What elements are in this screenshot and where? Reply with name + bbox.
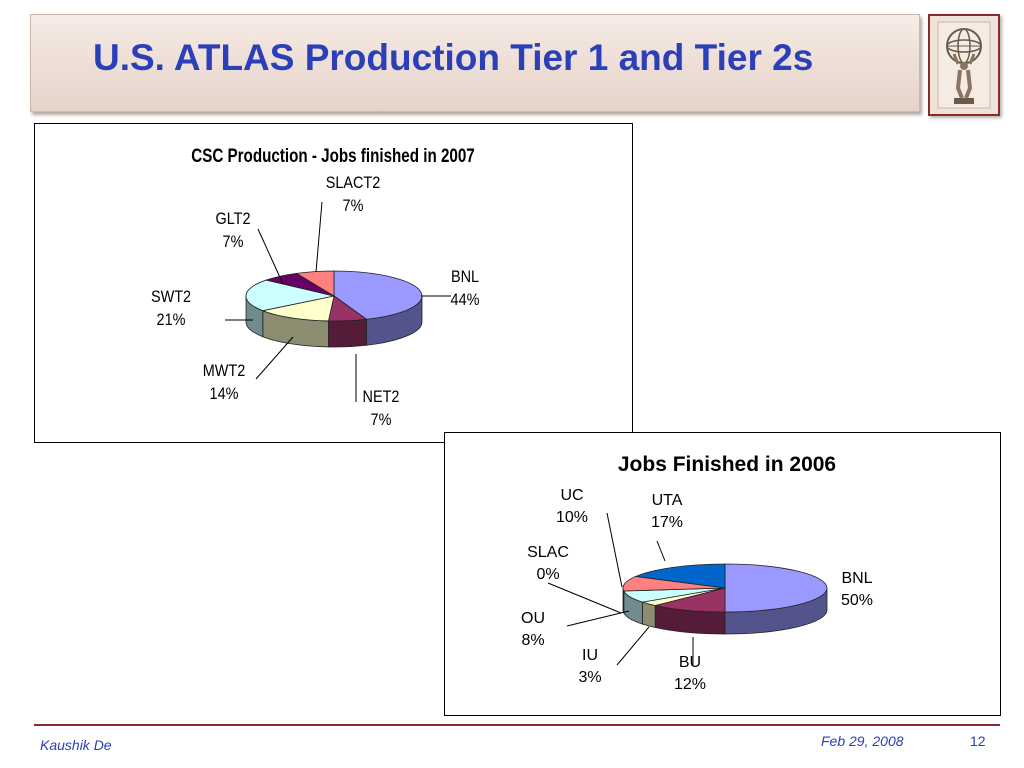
leader-line-mwt2 (255, 336, 294, 380)
slice-value-glt2: 7% (223, 233, 244, 251)
slice-label-slact2: SLACT2 (326, 174, 381, 192)
title-bar: U.S. ATLAS Production Tier 1 and Tier 2s (30, 14, 920, 112)
slice-value-swt2: 21% (157, 311, 186, 329)
slice-label-uc: UC (560, 487, 583, 504)
page-number: 12 (970, 733, 986, 749)
slice-value-bu: 12% (674, 676, 706, 693)
chart-panel-2007: CSC Production - Jobs finished in 2007 BN… (34, 123, 633, 443)
atlas-logo (928, 14, 1000, 116)
slice-value-ou: 8% (521, 632, 544, 649)
leader-line-slac (547, 582, 622, 614)
footer-date: Feb 29, 2008 (821, 733, 904, 749)
slice-label-slac: SLAC (527, 544, 569, 561)
leader-line-glt2 (257, 228, 284, 285)
slice-value-iu: 3% (578, 669, 601, 686)
slice-value-bnl: 44% (451, 291, 480, 309)
slice-label-swt2: SWT2 (151, 288, 191, 306)
slice-label-ou: OU (521, 610, 545, 627)
pie-slice-side-net2 (328, 318, 367, 348)
slice-value-net2: 7% (371, 411, 392, 429)
slide-title: U.S. ATLAS Production Tier 1 and Tier 2s (93, 37, 814, 78)
footer-author: Kaushik De (40, 737, 112, 753)
slice-label-iu: IU (582, 647, 598, 664)
slice-value-slact2: 7% (343, 197, 364, 215)
leader-line-iu (616, 626, 650, 666)
slice-label-bnl: BNL (841, 570, 872, 587)
slice-value-mwt2: 14% (210, 385, 239, 403)
pie-slice-bnl (333, 270, 423, 320)
atlas-figure-icon (937, 21, 991, 109)
slice-label-bnl: BNL (451, 268, 479, 286)
slice-value-bnl: 50% (841, 592, 873, 609)
slice-label-net2: NET2 (363, 388, 400, 406)
chart-title: Jobs Finished in 2006 (618, 453, 836, 476)
pie-slice-uta (634, 563, 726, 589)
pie-slice-slact2 (295, 270, 335, 297)
slice-value-uc: 10% (556, 509, 588, 526)
slice-label-mwt2: MWT2 (203, 362, 246, 380)
leader-line-uta (656, 540, 666, 562)
leader-line-ou (566, 610, 630, 627)
pie-chart-2007: CSC Production - Jobs finished in 2007 BN… (151, 144, 480, 429)
pie-slice-side-iu (642, 601, 656, 628)
chart-title: CSC Production - Jobs finished in 2007 (191, 144, 474, 166)
footer-divider (34, 724, 1000, 726)
leader-line-uc (606, 512, 623, 588)
slice-value-slac: 0% (536, 566, 559, 583)
pie-slice-bu (655, 587, 726, 613)
chart-panel-2006: Jobs Finished in 2006 BNL 50% BU 12% IU 3% OU 8%… (444, 432, 1001, 716)
pie-slice-side-uc (622, 587, 625, 614)
slice-label-uta: UTA (652, 492, 683, 509)
slice-label-bu: BU (679, 654, 701, 671)
pie-chart-2006: Jobs Finished in 2006 BNL 50% BU 12% IU 3% OU 8%… (521, 453, 873, 693)
slice-label-glt2: GLT2 (215, 210, 250, 228)
leader-line-slact2 (315, 201, 323, 273)
pie-slice-swt2 (245, 279, 335, 312)
slice-value-uta: 17% (651, 514, 683, 531)
pie-slice-mwt2 (261, 295, 335, 322)
pie-slice-bnl (724, 563, 828, 613)
